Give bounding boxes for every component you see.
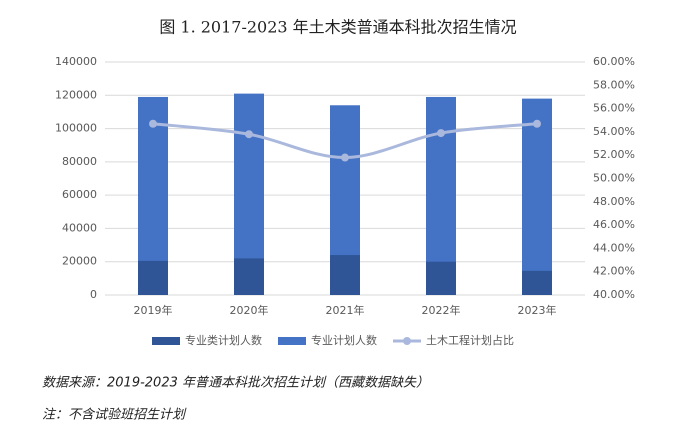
y-tick-label: 80000	[62, 155, 97, 168]
x-tick-label: 2022年	[422, 303, 461, 317]
y2-tick-label: 42.00%	[593, 265, 635, 278]
y2-tick-label: 52.00%	[593, 148, 635, 161]
y2-tick-label: 60.00%	[593, 55, 635, 68]
note: 注：不含试验班招生计划	[42, 407, 187, 423]
note: 数据来源：2019-2023 年普通本科批次招生计划（西藏数据缺失）	[42, 375, 429, 391]
legend-swatch	[278, 337, 306, 345]
y2-tick-label: 54.00%	[593, 125, 635, 138]
y2-tick-label: 48.00%	[593, 195, 635, 208]
x-tick-label: 2019年	[134, 303, 173, 317]
y-tick-label: 0	[90, 288, 97, 301]
y-tick-label: 40000	[62, 221, 97, 234]
legend-label: 土木工程计划占比	[426, 333, 514, 347]
legend-swatch	[403, 337, 411, 345]
y-tick-label: 100000	[55, 122, 97, 135]
x-tick-label: 2023年	[518, 303, 557, 317]
legend-label: 专业计划人数	[311, 333, 377, 347]
legend-swatch	[152, 337, 180, 345]
y2-tick-label: 40.00%	[593, 288, 635, 301]
y-tick-label: 120000	[55, 88, 97, 101]
bar	[426, 261, 456, 295]
line-marker	[533, 119, 541, 128]
bar	[522, 270, 552, 295]
y-tick-label: 60000	[62, 188, 97, 201]
x-tick-label: 2020年	[230, 303, 269, 317]
bar	[522, 98, 552, 295]
bar	[138, 260, 168, 295]
x-tick-label: 2021年	[326, 303, 365, 317]
line-marker	[149, 119, 157, 128]
chart-title: 图 1. 2017-2023 年土木类普通本科批次招生情况	[159, 18, 516, 37]
line-marker	[341, 153, 349, 162]
y2-tick-label: 44.00%	[593, 241, 635, 254]
bar	[234, 258, 264, 295]
y2-tick-label: 50.00%	[593, 172, 635, 185]
line-marker	[245, 130, 253, 139]
y2-tick-label: 56.00%	[593, 102, 635, 115]
y-tick-label: 20000	[62, 255, 97, 268]
y-tick-label: 140000	[55, 55, 97, 68]
bar	[330, 255, 360, 295]
y2-tick-label: 58.00%	[593, 78, 635, 91]
y2-tick-label: 46.00%	[593, 218, 635, 231]
legend-label: 专业类计划人数	[185, 333, 262, 347]
line-marker	[437, 129, 445, 138]
